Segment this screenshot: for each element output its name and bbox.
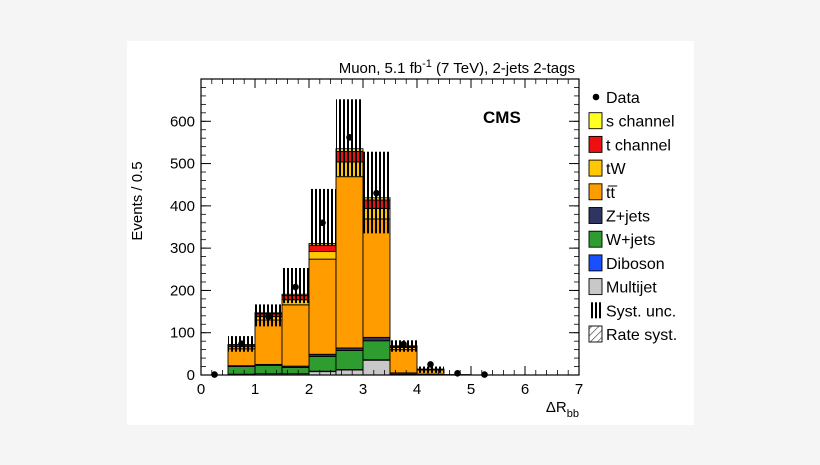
bar-segment <box>281 366 310 375</box>
plot-card: Muon, 5.1 fb-1 (7 TeV), 2-jets 2-tags 0 1… <box>127 41 694 425</box>
data-point <box>400 340 407 348</box>
legend-label: tW <box>606 161 626 178</box>
x-tick-label: 5 <box>467 381 475 398</box>
x-tick-label: 1 <box>251 381 259 398</box>
syst-band <box>309 188 336 247</box>
y-tick-label: 400 <box>170 198 195 215</box>
y-axis-title: Events / 0.5 <box>129 161 146 240</box>
y-tick-label: 600 <box>170 113 195 130</box>
data-point <box>292 283 299 291</box>
legend-label: t channel <box>606 137 671 154</box>
x-tick-label: 3 <box>359 381 367 398</box>
bar-segment <box>308 355 337 372</box>
legend-swatch <box>588 207 603 224</box>
data-point <box>427 361 434 368</box>
legend-swatch <box>589 302 602 319</box>
legend: Data s channel t channel tW tt̅ Z+jets W+jets D… <box>588 90 677 344</box>
data-point <box>319 219 326 227</box>
legend-marker <box>592 93 600 101</box>
y-tick-label: 500 <box>170 156 195 173</box>
data-point <box>238 340 245 348</box>
bar-segment <box>254 364 283 375</box>
legend-swatch <box>588 254 603 272</box>
legend-label: Z+jets <box>606 209 650 226</box>
bar-segment <box>362 340 391 361</box>
data-point <box>265 313 272 320</box>
bar-segment <box>362 218 391 338</box>
x-tick-label: 4 <box>413 381 421 398</box>
data-point <box>373 189 380 197</box>
legend-swatch <box>588 230 603 248</box>
x-tick-label: 2 <box>305 381 313 398</box>
legend-label: Data <box>606 90 640 107</box>
bar-segment <box>335 176 364 349</box>
legend-label: Multijet <box>606 280 657 297</box>
legend-label: Syst. unc. <box>606 303 676 320</box>
legend-swatch <box>588 183 603 201</box>
legend-swatch <box>588 159 603 177</box>
bar-segment <box>389 349 418 374</box>
syst-band <box>417 366 444 373</box>
bar-segment <box>335 369 364 375</box>
bar-segment <box>308 251 337 260</box>
x-tick-label: 0 <box>197 381 205 398</box>
chart: Muon, 5.1 fb-1 (7 TeV), 2-jets 2-tags 0 1… <box>129 58 677 420</box>
legend-swatch <box>588 112 603 130</box>
y-tick-label: 200 <box>170 282 195 299</box>
x-axis-title: ΔRbb <box>546 399 579 420</box>
bar-segment <box>254 319 283 365</box>
legend-label: W+jets <box>606 232 655 249</box>
bar-segment <box>362 336 391 342</box>
y-tick-label: 0 <box>187 367 195 384</box>
bar-segment <box>227 366 256 375</box>
bar-segment <box>308 244 337 252</box>
data-point <box>346 134 353 141</box>
legend-swatch <box>588 135 603 153</box>
y-tick-label: 100 <box>170 325 195 342</box>
legend-label: Diboson <box>606 256 665 273</box>
bar-segment <box>308 258 337 355</box>
x-tick-label: 7 <box>575 381 583 398</box>
bar-segment <box>335 350 364 370</box>
legend-swatch <box>588 325 603 343</box>
legend-label: tt̅ <box>606 184 617 201</box>
chart-header: Muon, 5.1 fb-1 (7 TeV), 2-jets 2-tags <box>339 58 575 77</box>
experiment-label: CMS <box>483 108 521 127</box>
bar-segment <box>362 359 391 375</box>
legend-swatch <box>588 278 603 296</box>
legend-label: s channel <box>606 114 675 131</box>
plot-frame <box>200 78 580 376</box>
legend-label: Rate syst. <box>606 327 677 344</box>
y-tick-label: 300 <box>170 240 195 257</box>
bar-segment <box>281 304 310 367</box>
x-tick-label: 6 <box>521 381 529 398</box>
